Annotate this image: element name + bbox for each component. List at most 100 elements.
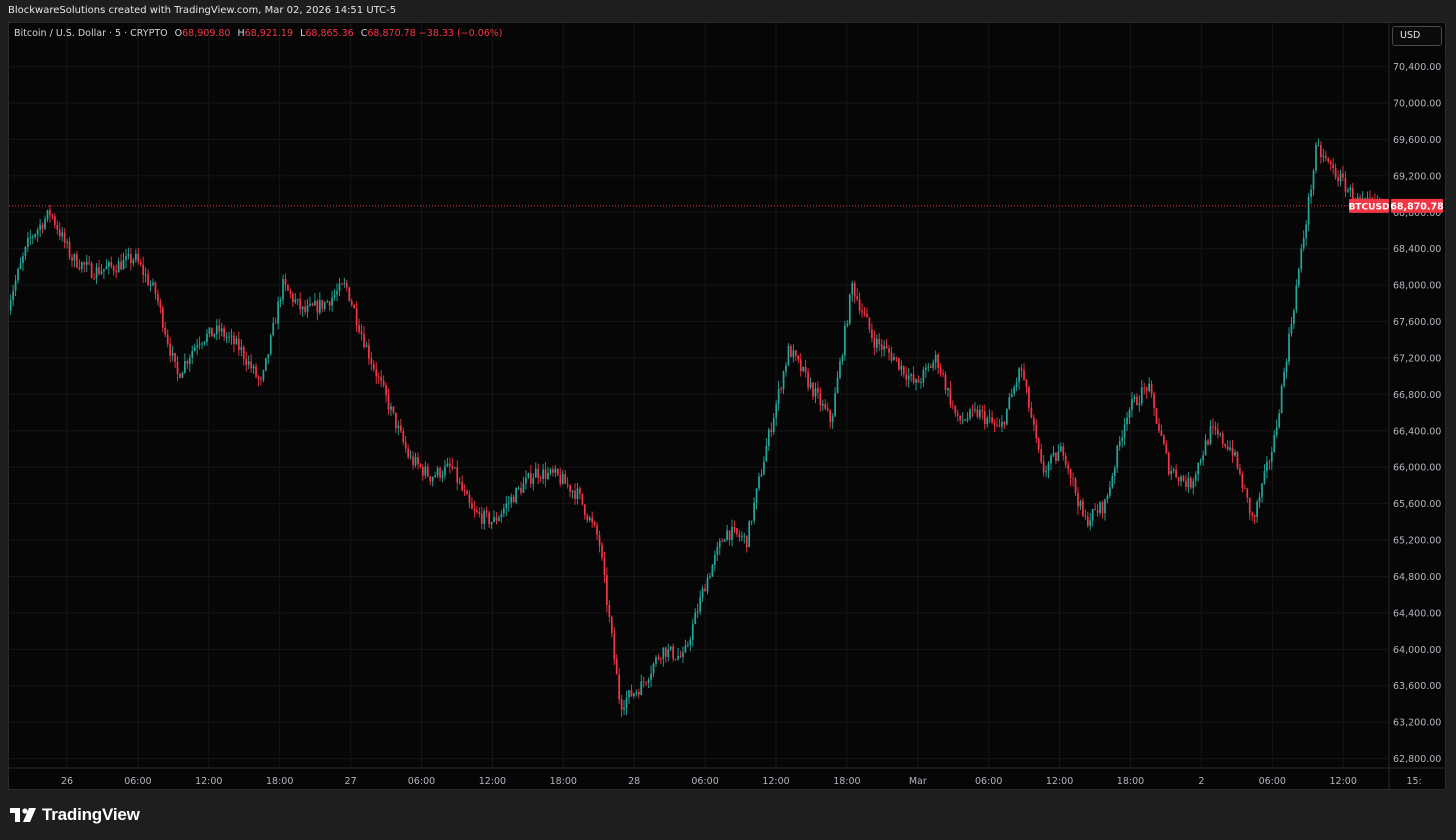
candle-body xyxy=(1059,446,1062,452)
candle-body xyxy=(282,279,284,300)
candle-body xyxy=(782,371,785,390)
candle-body xyxy=(1185,480,1187,488)
candle-body xyxy=(1270,452,1273,462)
candle-body xyxy=(316,301,319,313)
high-label: H xyxy=(237,28,245,39)
candle-body xyxy=(517,487,520,489)
candle-body xyxy=(196,345,199,348)
candle-body xyxy=(490,521,493,525)
candle-body xyxy=(613,633,616,660)
tradingview-logo[interactable]: TradingView xyxy=(10,805,140,825)
candle-body xyxy=(770,429,773,432)
candle-body xyxy=(883,346,886,350)
price-tick-label: 67,200.00 xyxy=(1393,353,1441,364)
candle-body xyxy=(939,367,942,374)
candle-body xyxy=(321,300,324,309)
currency-button[interactable]: USD xyxy=(1392,26,1442,46)
candle-body xyxy=(22,256,24,264)
price-tick-label: 64,400.00 xyxy=(1393,608,1441,619)
symbol-label[interactable]: Bitcoin / U.S. Dollar · 5 · CRYPTO xyxy=(14,28,168,39)
candle-body xyxy=(350,300,353,306)
candle-body xyxy=(1086,516,1089,526)
candle-body xyxy=(1158,423,1160,431)
candle-body xyxy=(269,335,272,355)
candle-body xyxy=(861,310,863,313)
candle-body xyxy=(606,575,608,605)
candle-body xyxy=(291,293,294,303)
candle-body xyxy=(1342,173,1344,178)
time-tick-label: 06:00 xyxy=(1259,776,1286,787)
candle-body xyxy=(130,253,132,264)
candle-body xyxy=(745,535,748,548)
candle-body xyxy=(537,468,540,478)
candle-body xyxy=(547,472,549,479)
candle-body xyxy=(1138,403,1141,405)
candle-body xyxy=(1062,446,1065,456)
time-tick-label: 18:00 xyxy=(266,776,293,787)
candle-body xyxy=(176,361,179,374)
candle-body xyxy=(220,328,223,332)
candle-body xyxy=(1310,189,1312,198)
candle-body xyxy=(382,381,385,386)
candle-body xyxy=(100,271,103,274)
time-tick-label: 12:00 xyxy=(195,776,222,787)
candle-body xyxy=(880,344,883,350)
candle-body xyxy=(925,367,927,370)
candle-body xyxy=(1278,413,1281,428)
candle-body xyxy=(1212,426,1214,427)
candle-body xyxy=(765,445,768,462)
candle-body xyxy=(966,418,969,421)
candle-body xyxy=(907,375,910,380)
candle-body xyxy=(1084,515,1087,517)
candle-body xyxy=(191,351,194,358)
time-tick-label: 2 xyxy=(1198,776,1204,787)
candle-body xyxy=(1236,452,1239,468)
candle-body xyxy=(404,441,407,449)
candle-body xyxy=(1037,438,1040,450)
candle-body xyxy=(1364,198,1366,200)
candle-body xyxy=(1025,379,1028,388)
candle-body xyxy=(169,343,172,356)
candle-body xyxy=(245,359,248,365)
candle-body xyxy=(198,344,201,346)
candle-body xyxy=(179,373,181,378)
candle-body xyxy=(986,418,989,424)
candle-body xyxy=(446,463,449,467)
price-chart[interactable]: 70,400.00 70,000.00 69,600.00 69,200.00 68,8… xyxy=(9,23,1445,789)
price-tick-label: 68,000.00 xyxy=(1393,281,1441,292)
candle-body xyxy=(1221,433,1224,444)
candle-body xyxy=(1140,387,1143,404)
candle-body xyxy=(978,409,981,417)
candle-body xyxy=(1040,449,1043,462)
candle-body xyxy=(1241,473,1244,489)
candle-body xyxy=(775,403,778,419)
candle-body xyxy=(726,530,728,540)
candle-body xyxy=(242,347,245,360)
candle-body xyxy=(1239,467,1241,474)
candle-body xyxy=(500,513,503,518)
chart-area[interactable]: 70,400.00 70,000.00 69,600.00 69,200.00 68,8… xyxy=(8,22,1446,790)
candle-body xyxy=(358,324,360,332)
candle-body xyxy=(132,259,135,264)
candle-body xyxy=(240,347,243,350)
candle-body xyxy=(1030,407,1033,418)
candle-body xyxy=(323,302,326,309)
candle-body xyxy=(98,267,100,274)
candle-body xyxy=(493,517,495,522)
price-tick-label: 65,600.00 xyxy=(1393,499,1441,510)
candle-body xyxy=(871,329,873,339)
candle-body xyxy=(1074,478,1077,493)
candle-body xyxy=(417,457,419,465)
candle-body xyxy=(107,262,110,267)
candle-body xyxy=(1023,370,1025,380)
candle-body xyxy=(863,312,866,314)
close-value: 68,870.78 xyxy=(367,28,416,39)
price-tick-label: 68,400.00 xyxy=(1393,244,1441,255)
candle-body xyxy=(713,554,716,565)
candle-body xyxy=(767,429,770,446)
time-tick-label: 12:00 xyxy=(762,776,789,787)
candle-body xyxy=(213,334,216,337)
candle-body xyxy=(807,372,809,388)
candle-body xyxy=(677,655,679,660)
candle-body xyxy=(1143,387,1146,389)
